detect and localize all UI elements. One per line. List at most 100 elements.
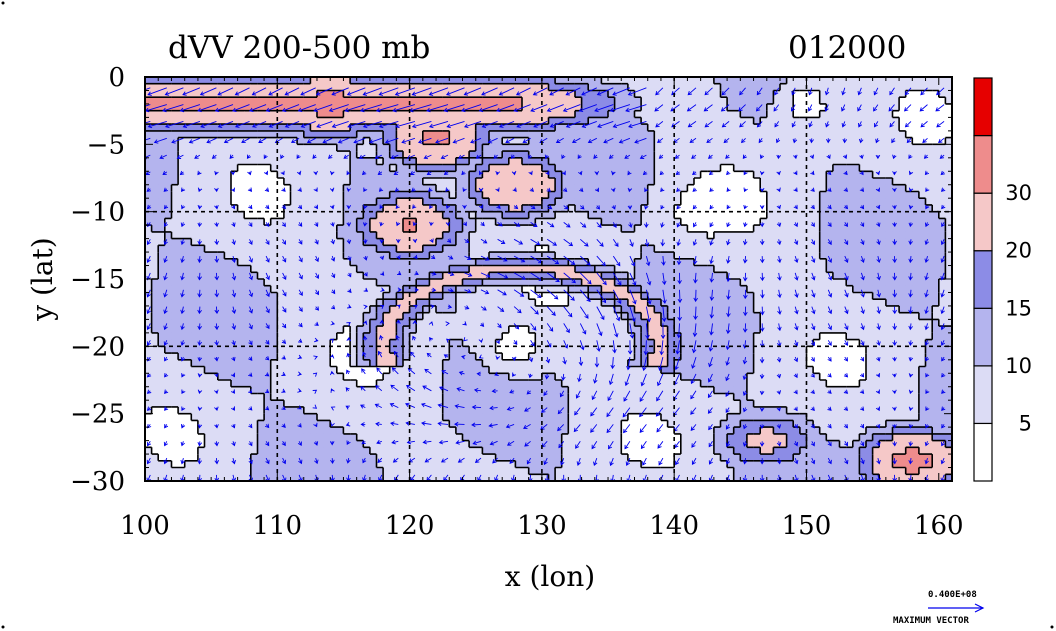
field-cell	[832, 332, 841, 341]
field-cell	[680, 319, 689, 327]
field-cell	[707, 245, 715, 253]
field-cell	[343, 332, 351, 341]
field-cell	[846, 117, 854, 125]
field-cell	[799, 204, 808, 213]
field-cell	[508, 97, 517, 105]
field-cell	[740, 83, 748, 92]
field-cell	[667, 319, 675, 327]
field-cell	[297, 90, 305, 98]
field-cell	[297, 319, 305, 327]
field-cell	[925, 211, 933, 219]
field-cell	[436, 211, 444, 219]
field-cell	[925, 326, 933, 334]
field-cell	[191, 198, 199, 206]
field-cell	[515, 319, 523, 327]
field-cell	[634, 225, 642, 233]
map-time-stamp: 012000	[788, 30, 906, 66]
field-cell	[780, 117, 788, 125]
field-cell	[727, 117, 735, 125]
field-cell	[634, 312, 642, 320]
field-cell	[336, 265, 345, 273]
field-cell	[475, 292, 483, 300]
field-cell	[707, 130, 715, 139]
field-cell	[522, 332, 530, 341]
field-cell	[905, 319, 913, 327]
field-cell	[746, 151, 755, 159]
field-cell	[515, 198, 523, 206]
field-cell	[866, 231, 874, 240]
field-cell	[647, 137, 655, 145]
field-cell	[310, 137, 318, 145]
field-cell	[204, 231, 212, 240]
field-cell	[416, 218, 424, 226]
field-cell	[832, 211, 841, 219]
field-cell	[350, 312, 358, 320]
field-cell	[515, 164, 523, 172]
field-cell	[555, 292, 563, 300]
field-cell	[462, 258, 470, 267]
field-cell	[680, 137, 689, 145]
field-cell	[264, 299, 272, 307]
field-cell	[475, 326, 483, 334]
field-cell	[178, 171, 186, 179]
field-cell	[872, 326, 880, 334]
field-cell	[495, 305, 503, 314]
field-cell	[846, 184, 854, 193]
field-cell	[230, 151, 239, 159]
field-cell	[230, 279, 239, 287]
field-cell	[733, 238, 741, 246]
field-cell	[164, 272, 173, 280]
field-cell	[918, 265, 927, 273]
field-cell	[601, 164, 609, 172]
field-cell	[462, 245, 470, 253]
field-cell	[402, 211, 411, 219]
field-cell	[912, 164, 920, 172]
field-cell	[416, 184, 424, 193]
field-cell	[217, 299, 225, 307]
field-cell	[283, 178, 292, 186]
field-cell	[184, 157, 192, 166]
field-cell	[191, 319, 199, 327]
field-cell	[766, 326, 774, 334]
field-cell	[343, 178, 351, 186]
field-cell	[885, 144, 894, 152]
field-cell	[250, 178, 259, 186]
field-cell	[826, 191, 834, 199]
field-cell	[270, 178, 278, 186]
field-cell	[323, 319, 331, 327]
field-cell	[680, 218, 689, 226]
field-cell	[674, 151, 682, 159]
field-cell	[839, 272, 847, 280]
field-cell	[918, 157, 927, 166]
field-cell	[350, 326, 358, 334]
field-cell	[343, 117, 351, 125]
field-cell	[852, 285, 860, 294]
field-cell	[515, 117, 523, 125]
field-cell	[912, 299, 920, 307]
field-cell	[727, 184, 735, 193]
field-cell	[614, 245, 622, 253]
field-cell	[740, 258, 748, 267]
field-cell	[945, 103, 952, 112]
field-cell	[257, 103, 265, 112]
field-cell	[178, 90, 186, 98]
field-cell	[687, 110, 695, 118]
field-cell	[813, 231, 821, 240]
field-cell	[191, 103, 199, 112]
field-cell	[389, 204, 397, 213]
field-cell	[224, 285, 232, 294]
field-cell	[488, 265, 497, 273]
field-cell	[356, 272, 364, 280]
field-cell	[753, 218, 761, 226]
field-cell	[667, 211, 675, 219]
field-cell	[846, 285, 854, 294]
field-cell	[819, 90, 827, 98]
field-cell	[588, 238, 596, 246]
field-cell	[217, 130, 225, 139]
field-cell	[879, 258, 887, 267]
field-cell	[799, 218, 808, 226]
field-cell	[350, 130, 358, 139]
field-cell	[482, 90, 490, 98]
field-cell	[608, 285, 616, 294]
field-cell	[224, 83, 232, 92]
